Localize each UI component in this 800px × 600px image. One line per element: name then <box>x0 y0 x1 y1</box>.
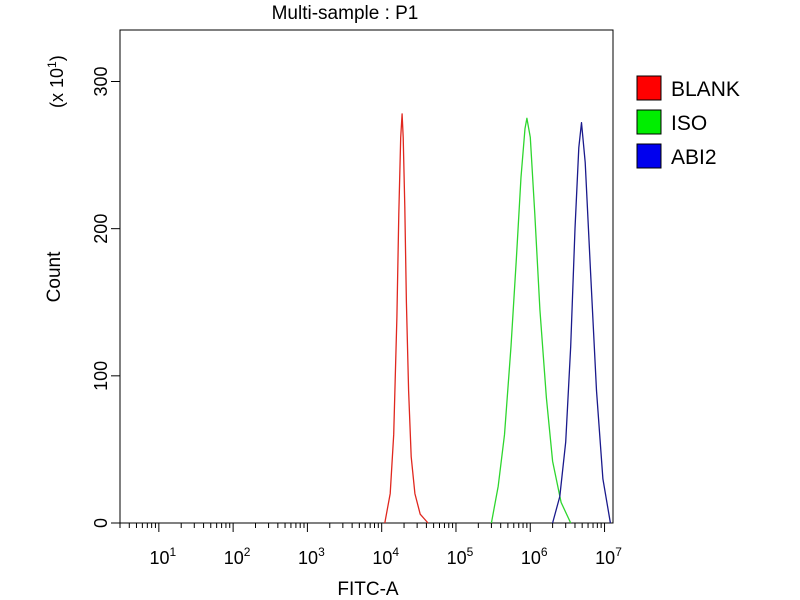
x-tick-label-base: 10 <box>149 548 169 568</box>
series-line-blank <box>384 113 429 524</box>
series-line-abi2 <box>551 122 612 524</box>
y-tick-label: 300 <box>91 66 111 96</box>
y-multiplier-base: (x 10 <box>47 68 67 108</box>
x-tick-label-exp: 4 <box>392 545 399 559</box>
x-axis-label: FITC-A <box>337 579 399 600</box>
x-tick-label-base: 10 <box>298 548 318 568</box>
x-tick-label-exp: 6 <box>541 545 548 559</box>
x-tick-label-exp: 1 <box>170 545 177 559</box>
legend-swatch-abi2 <box>636 143 662 169</box>
y-multiplier-close: ) <box>47 55 67 61</box>
legend: BLANK ISO ABI2 <box>636 75 740 169</box>
legend-label-blank: BLANK <box>671 78 740 101</box>
x-tick-label: 103 <box>298 545 325 568</box>
chart-title: Multi-sample : P1 <box>272 3 419 24</box>
x-tick-label-base: 10 <box>224 548 244 568</box>
x-tick-label-base: 10 <box>595 548 615 568</box>
x-tick-label: 104 <box>372 545 399 568</box>
x-tick-label: 101 <box>149 545 176 568</box>
y-tick-label: 0 <box>91 518 111 528</box>
y-axis: 0 100 200 300 <box>91 66 120 528</box>
x-tick-label-exp: 5 <box>467 545 474 559</box>
legend-label-iso: ISO <box>671 112 707 135</box>
plot-frame <box>119 29 614 524</box>
legend-swatch-iso <box>636 109 662 135</box>
y-tick-label: 100 <box>91 361 111 391</box>
legend-swatch-blank <box>636 75 662 101</box>
x-tick-label-exp: 7 <box>615 545 622 559</box>
x-tick-label-exp: 3 <box>318 545 325 559</box>
y-multiplier-exp: 1 <box>45 61 59 68</box>
y-multiplier-label: (x 101) <box>45 55 67 108</box>
series-group <box>384 113 612 524</box>
svg-text:(x 101): (x 101) <box>45 55 67 108</box>
x-tick-label-base: 10 <box>372 548 392 568</box>
x-tick-label: 105 <box>447 545 474 568</box>
x-tick-label: 107 <box>595 545 622 568</box>
y-axis-label: Count <box>44 251 65 302</box>
series-line-iso <box>490 117 572 524</box>
x-tick-label-base: 10 <box>447 548 467 568</box>
x-axis: 101 102 103 104 105 106 107 <box>119 523 622 568</box>
legend-label-abi2: ABI2 <box>671 146 717 169</box>
x-tick-label-exp: 2 <box>244 545 251 559</box>
x-tick-label-base: 10 <box>521 548 541 568</box>
y-tick-label: 200 <box>91 214 111 244</box>
x-tick-label: 102 <box>224 545 251 568</box>
x-tick-label: 106 <box>521 545 548 568</box>
